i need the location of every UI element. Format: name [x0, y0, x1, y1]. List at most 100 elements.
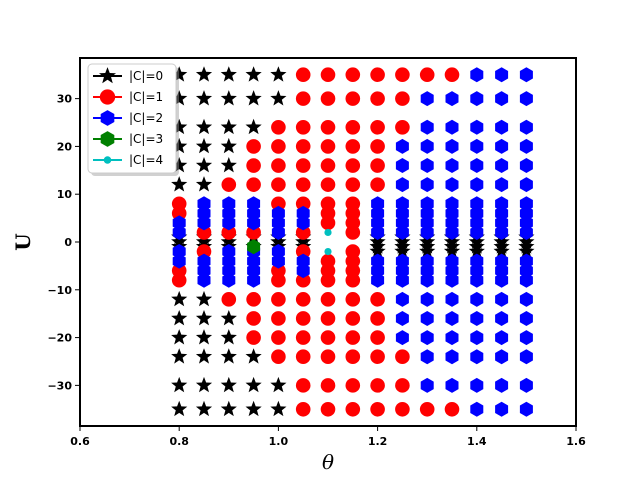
- y-tick-label: 20: [57, 140, 73, 153]
- data-point: [470, 196, 484, 212]
- data-point: [195, 348, 213, 364]
- data-point: [271, 205, 285, 221]
- data-point: [197, 263, 211, 279]
- data-point: [320, 311, 336, 326]
- x-tick-label: 1.4: [467, 435, 487, 448]
- data-point: [171, 348, 188, 364]
- data-point: [519, 349, 533, 365]
- data-point: [470, 67, 484, 83]
- data-point: [320, 158, 336, 173]
- data-point: [470, 224, 484, 240]
- data-point: [370, 158, 385, 173]
- data-point: [320, 272, 336, 288]
- data-point: [195, 400, 213, 417]
- data-point: [495, 349, 509, 365]
- data-point: [395, 67, 410, 83]
- data-point: [495, 263, 509, 279]
- data-point: [247, 253, 261, 269]
- data-point: [295, 244, 311, 259]
- data-point: [345, 349, 361, 365]
- data-point: [445, 330, 459, 346]
- data-point: [171, 376, 188, 393]
- data-point: [345, 139, 361, 154]
- data-point: [395, 215, 409, 231]
- data-point: [470, 401, 484, 417]
- data-point: [445, 196, 459, 212]
- data-point: [445, 158, 459, 174]
- data-point: [420, 119, 434, 135]
- data-point: [420, 349, 434, 365]
- data-point: [370, 67, 385, 83]
- data-point: [271, 272, 286, 288]
- data-point: [420, 291, 434, 307]
- data-point: [220, 66, 237, 82]
- data-point: [171, 329, 188, 345]
- data-point: [196, 225, 212, 240]
- data-point: [519, 158, 533, 174]
- data-point: [419, 401, 435, 417]
- data-point: [519, 263, 533, 279]
- data-point: [222, 196, 236, 212]
- data-point: [271, 349, 286, 365]
- data-point: [495, 401, 509, 417]
- data-point: [470, 177, 484, 193]
- data-point: [320, 119, 336, 135]
- data-point: [247, 263, 261, 279]
- data-point: [320, 67, 336, 83]
- data-point: [222, 215, 236, 231]
- data-point: [470, 138, 484, 154]
- data-point: [371, 253, 385, 269]
- data-point: [495, 253, 509, 269]
- data-point: [395, 349, 410, 365]
- data-point: [470, 330, 484, 346]
- legend-label: |C|=0: [129, 69, 163, 83]
- data-point: [172, 244, 186, 260]
- data-point: [221, 177, 237, 192]
- data-point: [171, 290, 188, 307]
- data-point: [495, 67, 509, 83]
- y-tick-label: 10: [57, 188, 73, 201]
- data-point: [495, 177, 509, 193]
- data-point: [296, 253, 310, 269]
- data-point: [445, 377, 459, 393]
- data-point: [171, 206, 187, 221]
- data-point: [295, 225, 311, 240]
- data-point: [320, 91, 336, 106]
- data-point: [445, 91, 459, 107]
- data-point: [171, 90, 188, 106]
- data-point: [395, 138, 409, 154]
- data-point: [222, 272, 236, 288]
- data-point: [221, 292, 237, 307]
- data-point: [395, 310, 409, 326]
- data-point: [518, 243, 535, 259]
- data-point: [271, 244, 285, 260]
- data-point: [195, 90, 213, 106]
- data-point: [271, 158, 286, 173]
- data-point: [320, 330, 336, 345]
- data-point: [295, 196, 311, 212]
- data-point: [445, 263, 459, 279]
- data-point: [195, 157, 213, 173]
- data-point: [371, 196, 385, 212]
- data-point: [445, 119, 459, 135]
- data-point: [220, 348, 237, 364]
- data-point: [171, 118, 188, 135]
- data-point: [295, 139, 311, 154]
- legend-label: |C|=3: [129, 132, 163, 146]
- data-point: [296, 205, 310, 221]
- data-point: [295, 158, 311, 173]
- data-point: [320, 292, 336, 307]
- data-point: [519, 119, 533, 135]
- data-point: [470, 215, 484, 231]
- data-point: [345, 158, 361, 173]
- data-point: [495, 291, 509, 307]
- data-point: [195, 137, 213, 154]
- data-point: [370, 401, 385, 417]
- data-point: [195, 290, 213, 307]
- data-point: [495, 272, 509, 288]
- data-point: [197, 205, 211, 221]
- data-point: [443, 243, 461, 259]
- data-point: [295, 378, 311, 393]
- data-point: [370, 119, 385, 135]
